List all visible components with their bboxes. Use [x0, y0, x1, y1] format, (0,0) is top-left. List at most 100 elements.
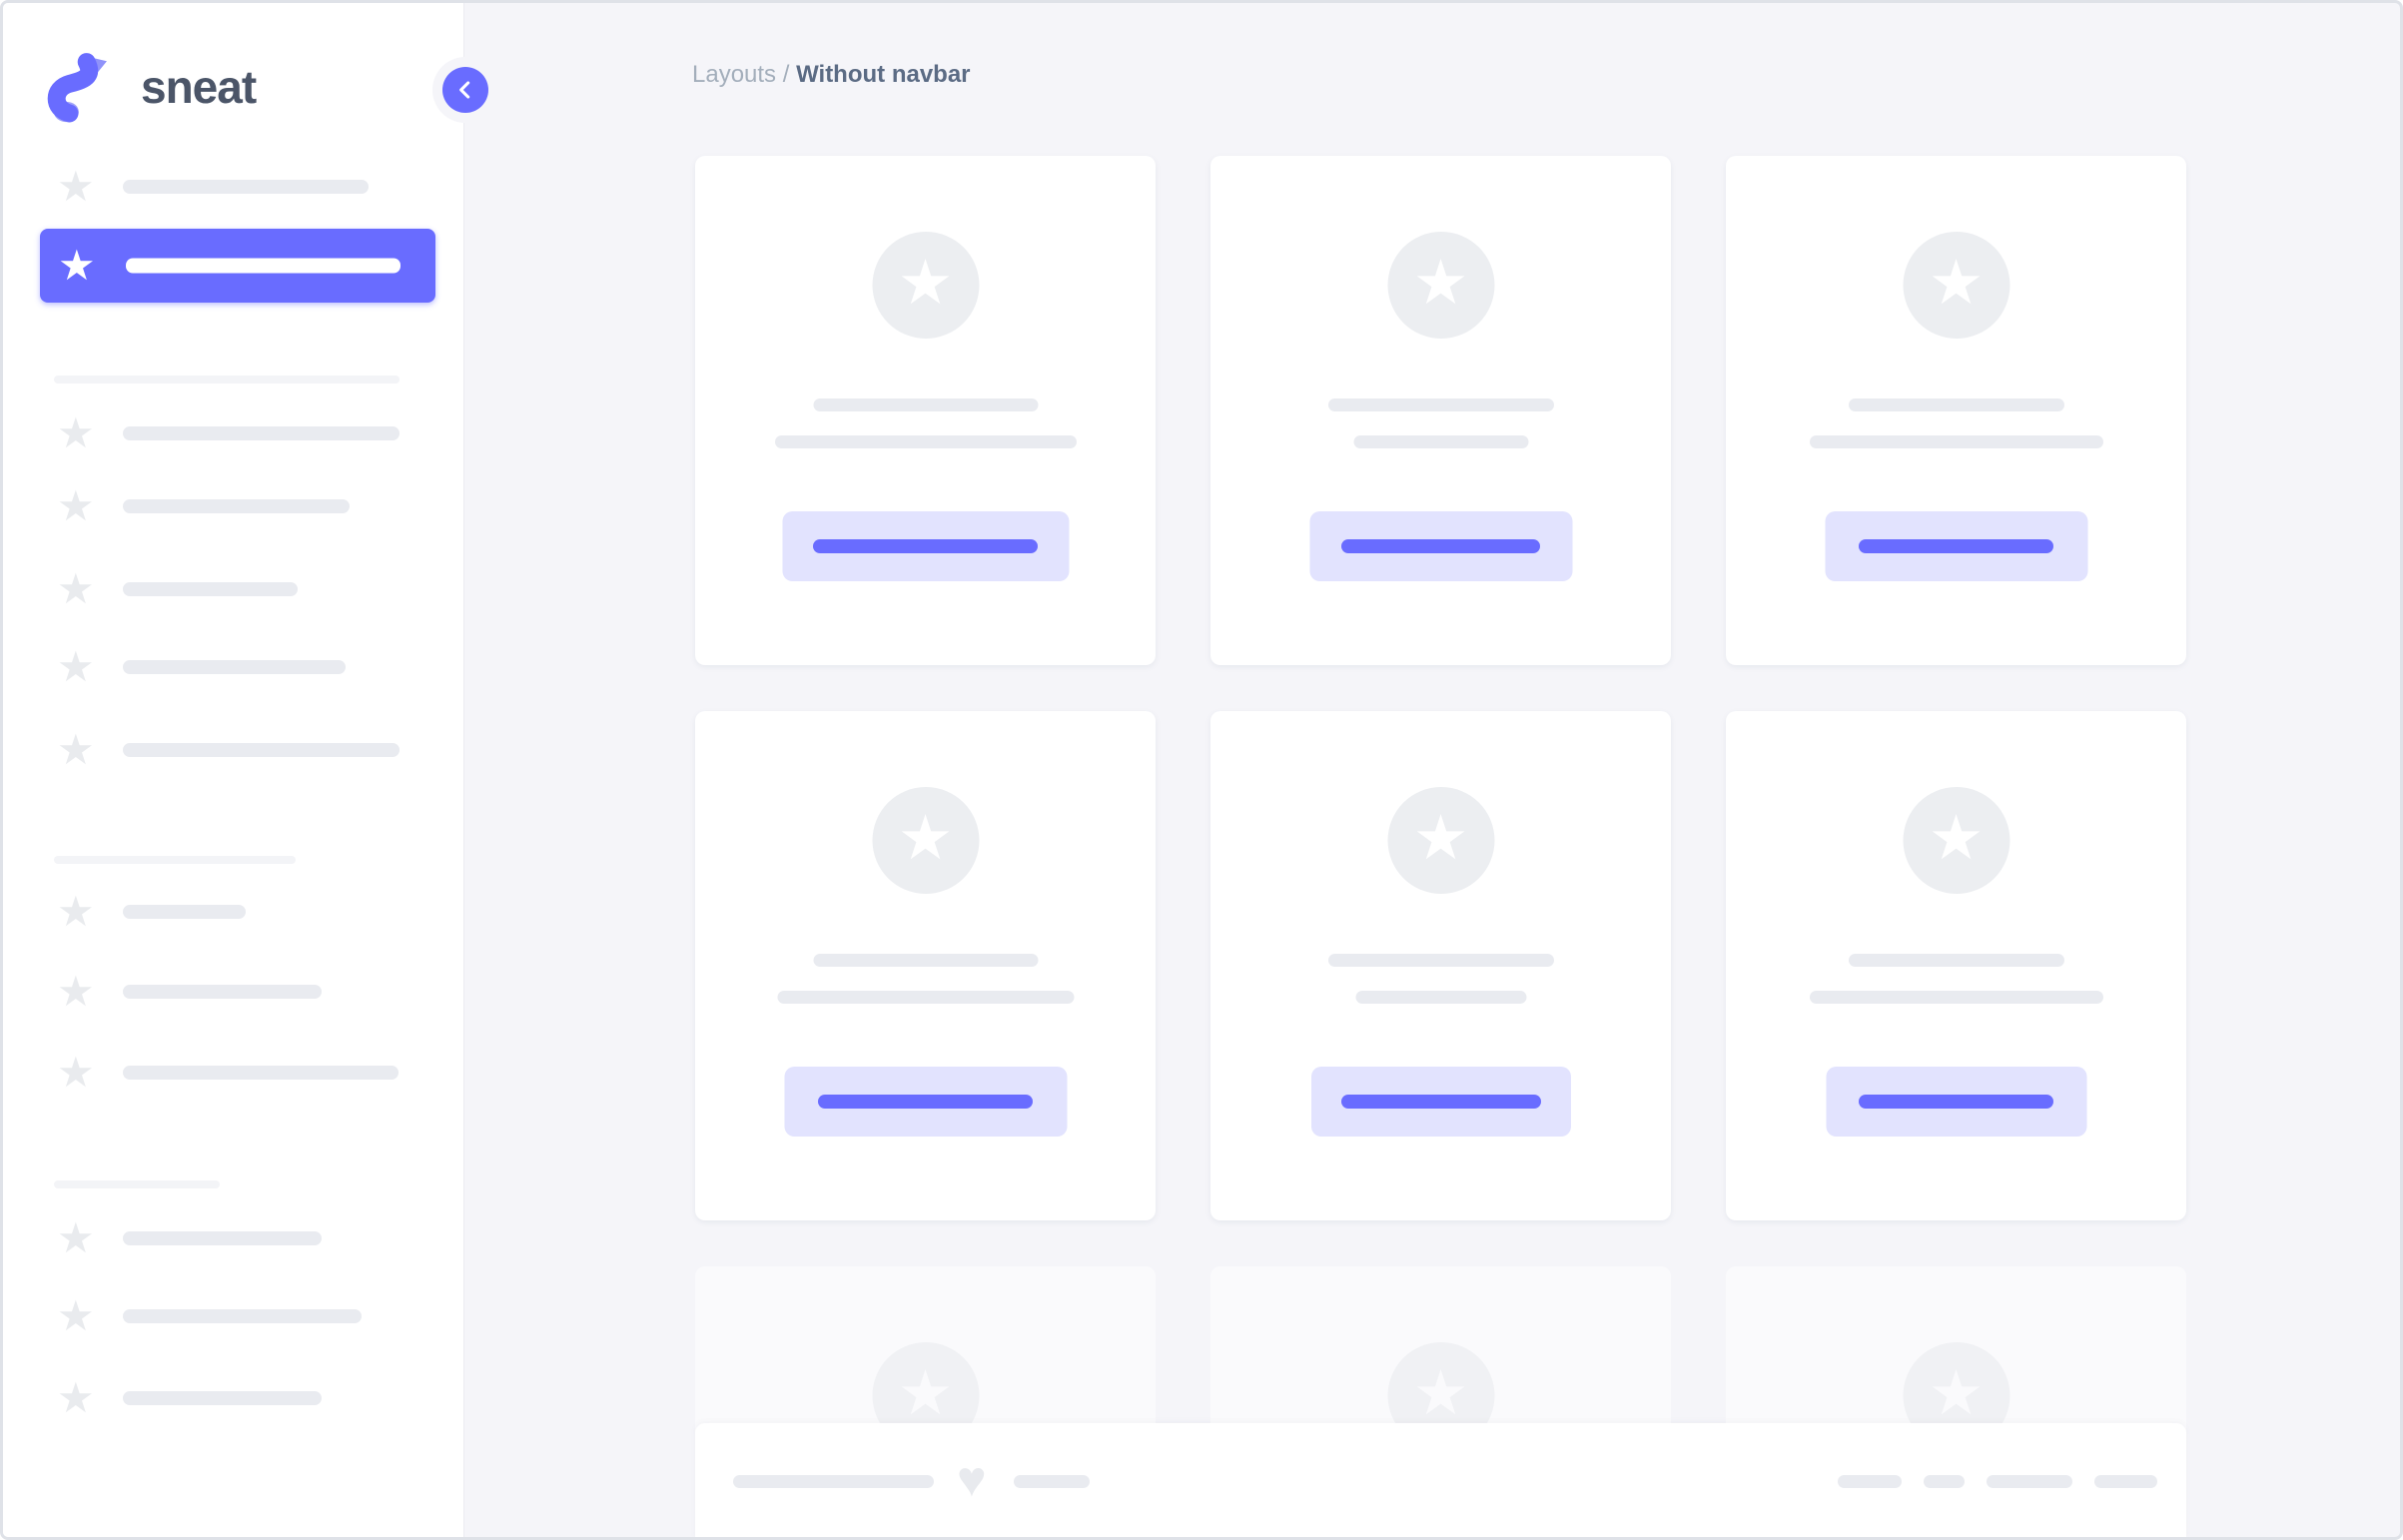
- sneat-logo-icon: [47, 53, 107, 123]
- sidebar-section-divider: [54, 1180, 220, 1188]
- menu-label-placeholder: [123, 660, 346, 674]
- text-line-placeholder: [1848, 398, 2064, 411]
- sidebar-menu-item[interactable]: ★: [3, 466, 464, 546]
- menu-label-placeholder: [123, 905, 246, 919]
- button-label-placeholder: [818, 1095, 1033, 1109]
- star-icon: ★: [1928, 803, 1985, 873]
- avatar-circle: ★: [1387, 232, 1494, 339]
- star-icon: ★: [57, 643, 95, 690]
- sidebar-collapse-button[interactable]: [432, 57, 498, 123]
- breadcrumb: Layouts / Without navbar: [692, 61, 971, 89]
- footer-bar: ♥: [695, 1423, 2186, 1537]
- avatar-circle: ★: [1903, 232, 2009, 339]
- star-icon: ★: [57, 726, 95, 773]
- sidebar-menu-item[interactable]: ★: [3, 1033, 464, 1113]
- button-label-placeholder: [1341, 539, 1540, 553]
- sidebar-menu-item[interactable]: ★: [3, 1358, 464, 1438]
- button-label-placeholder: [1859, 539, 2053, 553]
- star-icon: ★: [897, 248, 954, 318]
- menu-label-placeholder: [123, 985, 322, 999]
- sidebar-section-divider: [54, 856, 296, 864]
- breadcrumb-separator: /: [776, 61, 797, 88]
- sidebar-menu-item[interactable]: ★: [3, 147, 464, 227]
- star-icon: ★: [57, 163, 95, 210]
- logo-link[interactable]: sneat: [43, 41, 257, 133]
- menu-label-placeholder: [123, 1309, 362, 1323]
- button-label-placeholder: [1340, 1095, 1541, 1109]
- card-button-placeholder[interactable]: [1826, 1067, 2086, 1137]
- text-line-placeholder: [1848, 954, 2064, 967]
- footer-text-placeholder: [1013, 1475, 1090, 1488]
- card-button-placeholder[interactable]: [1309, 511, 1572, 581]
- sidebar-menu-item[interactable]: ★: [3, 952, 464, 1032]
- sidebar-menu-item[interactable]: ★: [3, 1198, 464, 1278]
- star-icon: ★: [1928, 248, 1985, 318]
- star-icon: ★: [57, 1049, 95, 1096]
- star-icon: ★: [57, 1374, 95, 1421]
- menu-label-placeholder: [123, 499, 350, 513]
- placeholder-card: ★: [1210, 156, 1671, 665]
- card-button-placeholder[interactable]: [784, 1067, 1067, 1137]
- star-icon: ★: [57, 409, 95, 456]
- star-icon: ★: [1928, 1358, 1985, 1428]
- text-line-placeholder: [1327, 954, 1554, 967]
- footer-link-placeholder: [2094, 1475, 2157, 1488]
- menu-label-placeholder: [123, 743, 400, 757]
- avatar-circle: ★: [1387, 787, 1494, 894]
- placeholder-card: ★: [695, 156, 1156, 665]
- text-line-placeholder: [1327, 398, 1554, 411]
- star-icon: ★: [1412, 248, 1469, 318]
- placeholder-card: ★: [1210, 711, 1671, 1220]
- breadcrumb-current: Without navbar: [796, 61, 971, 88]
- text-line-placeholder: [777, 991, 1074, 1004]
- menu-label-placeholder: [123, 1231, 322, 1245]
- placeholder-card: ★: [1726, 711, 2186, 1220]
- star-icon: ★: [57, 888, 95, 935]
- star-icon: ★: [57, 1214, 95, 1261]
- star-icon: ★: [58, 242, 96, 289]
- sidebar-menu-item[interactable]: ★: [3, 393, 464, 473]
- star-icon: ★: [897, 1358, 954, 1428]
- text-line-placeholder: [1353, 435, 1528, 448]
- text-line-placeholder: [813, 398, 1038, 411]
- text-line-placeholder: [1809, 991, 2103, 1004]
- star-icon: ★: [897, 803, 954, 873]
- star-icon: ★: [1412, 1358, 1469, 1428]
- button-label-placeholder: [1859, 1095, 2053, 1109]
- sidebar-menu-item-active[interactable]: ★: [40, 229, 435, 303]
- card-button-placeholder[interactable]: [1825, 511, 2087, 581]
- text-line-placeholder: [1355, 991, 1526, 1004]
- card-button-placeholder[interactable]: [782, 511, 1069, 581]
- menu-label-placeholder: [123, 1391, 322, 1405]
- placeholder-card: ★: [695, 711, 1156, 1220]
- chevron-left-icon: [442, 67, 488, 113]
- placeholder-card: ★: [1726, 156, 2186, 665]
- avatar-circle: ★: [1903, 787, 2009, 894]
- sidebar-menu-item[interactable]: ★: [3, 872, 464, 952]
- star-icon: ★: [57, 482, 95, 529]
- menu-label-placeholder: [123, 426, 400, 440]
- sidebar-menu-item[interactable]: ★: [3, 627, 464, 707]
- menu-label-placeholder: [123, 582, 298, 596]
- menu-label-placeholder: [126, 258, 400, 274]
- menu-label-placeholder: [123, 1066, 399, 1080]
- sidebar-menu-item[interactable]: ★: [3, 710, 464, 790]
- card-grid: ★ ★ ★ ★ ★ ★ ★ ★ ★: [695, 156, 2186, 1537]
- footer-right-group: [1838, 1423, 2157, 1537]
- logo-text: sneat: [141, 61, 257, 113]
- sidebar-menu-item[interactable]: ★: [3, 549, 464, 629]
- card-button-placeholder[interactable]: [1310, 1067, 1571, 1137]
- button-label-placeholder: [813, 539, 1038, 553]
- sidebar: sneat ★ ★ ★ ★ ★ ★ ★ ★ ★ ★ ★ ★ ★: [3, 3, 464, 1537]
- avatar-circle: ★: [872, 787, 979, 894]
- heart-icon: ♥: [957, 1450, 987, 1507]
- text-line-placeholder: [1809, 435, 2103, 448]
- footer-link-placeholder: [1924, 1475, 1965, 1488]
- star-icon: ★: [57, 1292, 95, 1339]
- sidebar-menu-item[interactable]: ★: [3, 1276, 464, 1356]
- footer-link-placeholder: [1838, 1475, 1902, 1488]
- breadcrumb-section: Layouts: [692, 61, 777, 88]
- avatar-circle: ★: [872, 232, 979, 339]
- footer-link-placeholder: [1987, 1475, 2072, 1488]
